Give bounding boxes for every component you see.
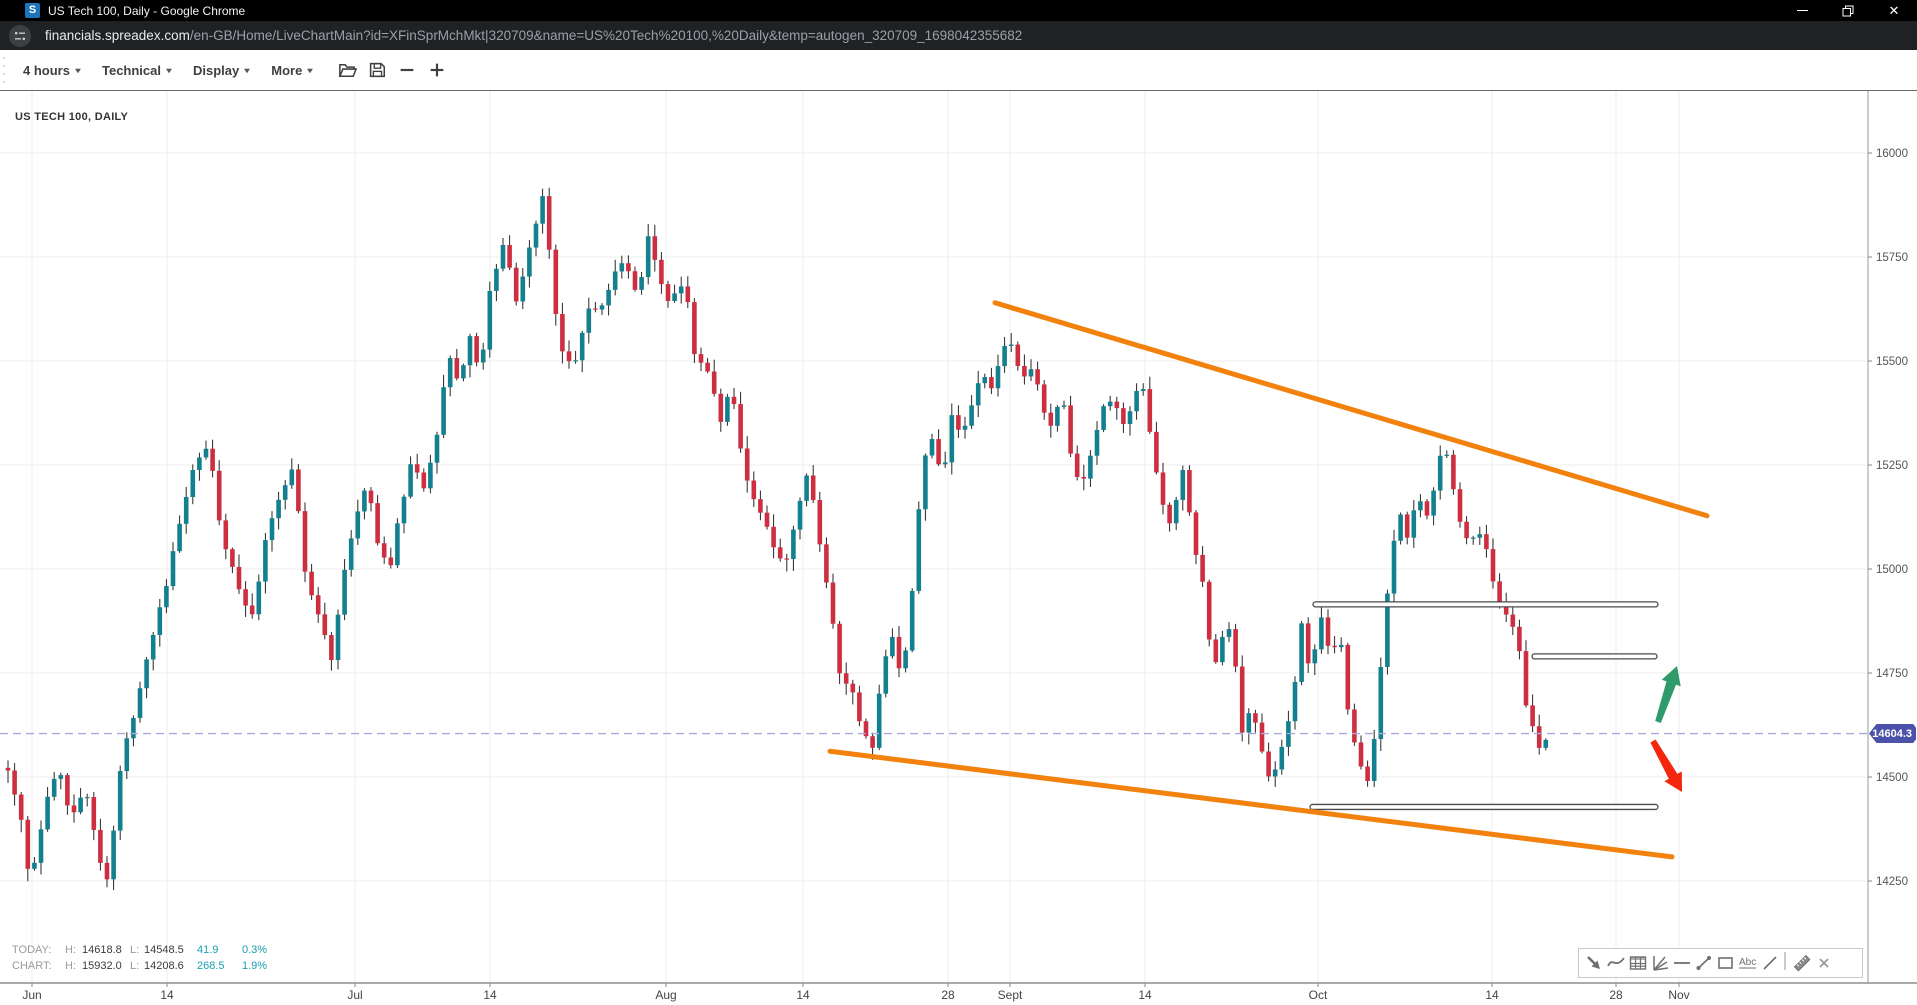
stats-row: TODAY: H: 14618.8 L: 14548.5 41.9 0.3%: [12, 944, 268, 956]
horizontal-line-tool-button[interactable]: [1671, 952, 1693, 974]
minimize-icon: [1796, 10, 1808, 11]
x-axis-label: 14: [483, 988, 497, 1002]
axes: 16000 15750 15500 15250 15000 14750 14500 14250…: [0, 91, 1917, 1002]
y-axis-label: 15000: [1876, 564, 1908, 576]
open-folder-icon: [338, 63, 358, 77]
spreadex-favicon: S: [25, 3, 40, 18]
x-axis-label: Nov: [1668, 988, 1689, 1002]
curve-icon: [1607, 957, 1625, 967]
ruler-tool-button[interactable]: [1791, 952, 1813, 974]
current-price-tag: 14604.3: [1869, 724, 1916, 743]
y-axis-label: 15250: [1876, 460, 1908, 472]
trendline-tool-button[interactable]: [1693, 952, 1715, 974]
toolbar-separator: [1781, 950, 1791, 977]
chart-area: 16000 15750 15500 15250 15000 14750 14500 14250…: [0, 91, 1917, 1005]
drawn-arrow-up[interactable]: [1655, 666, 1681, 723]
candlestick-series: [5, 187, 1549, 891]
restore-icon: [1842, 5, 1854, 16]
line-icon: [1763, 956, 1777, 970]
x-axis-label: Aug: [655, 988, 676, 1002]
rectangle-icon: [1718, 957, 1733, 969]
svg-text:Abc: Abc: [1739, 957, 1756, 968]
x-axis-label: 28: [1609, 988, 1623, 1002]
lower-channel-trendline[interactable]: [827, 748, 1675, 860]
line-tool-button[interactable]: [1759, 952, 1781, 974]
chevron-down-icon: ▾: [244, 65, 250, 75]
drawing-tools-toolbar: Abc: [1578, 948, 1863, 978]
chart-toolbar: 4 hours ▾ Technical ▾ Display ▾ More ▾: [0, 50, 1917, 91]
menu-more[interactable]: More ▾: [271, 62, 313, 78]
y-axis-label: 15500: [1876, 356, 1908, 368]
window-controls: ✕: [1779, 0, 1917, 21]
gridlines: [0, 91, 1868, 983]
zoom-out-icon: [400, 68, 414, 72]
close-button[interactable]: ✕: [1871, 0, 1917, 21]
text-tool-button[interactable]: Abc: [1737, 952, 1759, 974]
chevron-down-icon: ▾: [307, 65, 313, 75]
curve-tool-button[interactable]: [1605, 952, 1627, 974]
fan-lines-icon: [1653, 956, 1669, 971]
menu-display[interactable]: Display ▾: [193, 62, 250, 78]
y-axis-label: 14250: [1876, 876, 1908, 888]
price-chart-canvas[interactable]: 16000 15750 15500 15250 15000 14750 14500 14250…: [0, 91, 1917, 1005]
y-axis-label: 14750: [1876, 668, 1908, 680]
pointer-icon: [1587, 956, 1600, 969]
toolbar-drag-handle[interactable]: [1, 57, 7, 83]
x-axis-label: Sept: [998, 988, 1023, 1002]
window-title: US Tech 100, Daily - Google Chrome: [48, 3, 246, 18]
menu-4-hours[interactable]: 4 hours ▾: [23, 62, 81, 78]
x-axis-label: 14: [1138, 988, 1152, 1002]
horizontal-line-icon: [1674, 962, 1690, 964]
save-icon: [370, 62, 386, 78]
close-icon: [1819, 958, 1829, 968]
trendline-icon: [1696, 956, 1711, 970]
y-axis-label: 14500: [1876, 772, 1908, 784]
horizontal-level-line[interactable]: [1309, 803, 1659, 811]
table-tool-button[interactable]: [1627, 952, 1649, 974]
stats-row: CHART: H: 15932.0 L: 14208.6 268.5 1.9%: [12, 960, 268, 972]
x-axis-label: 14: [1485, 988, 1499, 1002]
chevron-down-icon: ▾: [166, 65, 172, 75]
horizontal-level-line[interactable]: [1312, 601, 1659, 608]
ruler-icon: [1793, 954, 1811, 972]
x-axis-label: Jun: [22, 988, 41, 1002]
text-icon: Abc: [1739, 957, 1756, 969]
y-axis-label: 16000: [1876, 148, 1908, 160]
site-info-button[interactable]: [9, 24, 31, 47]
separator-icon: [1784, 951, 1786, 970]
restore-button[interactable]: [1825, 0, 1871, 21]
chart-title-label: US TECH 100, DAILY: [15, 111, 129, 123]
url-domain: financials.spreadex.com: [45, 28, 190, 43]
x-axis-label: 28: [941, 988, 955, 1002]
horizontal-level-line[interactable]: [1531, 653, 1658, 660]
drawn-arrow-down[interactable]: [1650, 739, 1682, 793]
minimize-button[interactable]: [1779, 0, 1825, 21]
open-folder-button[interactable]: [332, 57, 362, 83]
close-icon: ✕: [1888, 3, 1900, 18]
pointer-tool-button[interactable]: [1583, 952, 1605, 974]
rectangle-tool-button[interactable]: [1715, 952, 1737, 974]
session-stats: TODAY: H: 14618.8 L: 14548.5 41.9 0.3% CHART: H:…: [12, 942, 287, 974]
menu-technical[interactable]: Technical ▾: [101, 62, 172, 78]
x-axis-label: Oct: [1309, 988, 1328, 1002]
window-titlebar: S US Tech 100, Daily - Google Chrome ✕: [0, 0, 1917, 21]
y-axis-label: 15750: [1876, 252, 1908, 264]
save-button[interactable]: [362, 57, 392, 83]
x-axis-label: Jul: [347, 988, 362, 1002]
close-tool-button[interactable]: [1813, 952, 1835, 974]
fan-lines-tool-button[interactable]: [1649, 952, 1671, 974]
zoom-in-button[interactable]: [422, 57, 452, 83]
zoom-out-button[interactable]: [392, 57, 422, 83]
address-bar[interactable]: financials.spreadex.com/en-GB/Home/LiveC…: [0, 21, 1917, 50]
upper-channel-trendline[interactable]: [992, 300, 1710, 519]
x-axis-label: 14: [160, 988, 174, 1002]
table-icon: [1629, 956, 1647, 970]
url-path: /en-GB/Home/LiveChartMain?id=XFinSprMchM…: [189, 28, 1023, 43]
chevron-down-icon: ▾: [75, 65, 81, 75]
tune-icon: [14, 31, 26, 40]
url-text: financials.spreadex.com/en-GB/Home/LiveC…: [45, 28, 1022, 43]
zoom-in-icon: [430, 63, 444, 77]
x-axis-label: 14: [796, 988, 810, 1002]
